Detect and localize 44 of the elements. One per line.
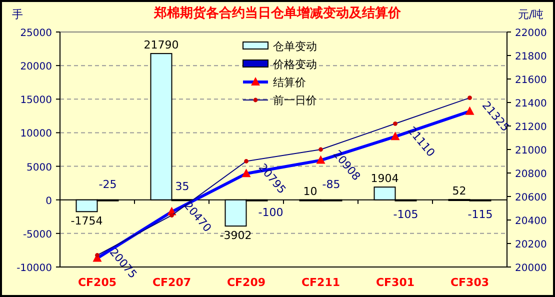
- legend-label: 仓单变动: [273, 40, 317, 53]
- data-label: -100: [258, 206, 284, 219]
- legend-label: 结算价: [273, 76, 306, 89]
- data-label: -85: [322, 178, 340, 191]
- y-axis-title: 手: [12, 8, 23, 21]
- x-tick-label: CF205: [78, 276, 117, 289]
- data-label: -1754: [70, 214, 103, 228]
- y2-tick-label: 20800: [515, 169, 547, 180]
- x-tick-label: CF209: [226, 276, 266, 289]
- y-tick-label: 15000: [20, 95, 52, 106]
- y2-tick-label: 20200: [515, 240, 547, 250]
- legend-label: 价格变动: [272, 58, 317, 71]
- data-label: 52: [452, 184, 466, 198]
- x-tick-label: CF207: [152, 276, 192, 289]
- y2-tick-label: 21200: [515, 122, 547, 133]
- y2-tick-label: 21000: [515, 146, 547, 156]
- data-label: 21790: [144, 38, 179, 52]
- x-tick-label: CF301: [376, 276, 415, 289]
- legend-label: 前一日价: [273, 94, 317, 107]
- y2-tick-label: 20000: [515, 263, 547, 274]
- y-tick-label: 25000: [20, 28, 52, 39]
- data-label: -115: [468, 208, 493, 221]
- y2-tick-label: 21400: [515, 98, 547, 110]
- y-tick-label: -5000: [22, 229, 52, 240]
- data-label: -105: [393, 208, 418, 221]
- data-label: -25: [98, 178, 117, 191]
- x-tick-label: CF211: [301, 276, 340, 289]
- y2-tick-label: 20400: [515, 216, 547, 227]
- x-tick-label: CF303: [450, 276, 490, 289]
- y-tick-label: -10000: [16, 263, 52, 274]
- y-tick-label: 20000: [20, 62, 52, 73]
- y2-tick-label: 21800: [515, 52, 547, 62]
- y2-tick-label: 22000: [515, 28, 547, 39]
- y2-axis-title: 元/吨: [518, 8, 544, 21]
- y2-tick-label: 21600: [515, 75, 547, 86]
- data-label: 35: [175, 180, 190, 193]
- data-label: 10: [303, 184, 318, 198]
- y2-tick-label: 20600: [515, 192, 547, 204]
- data-label: -3902: [220, 229, 252, 242]
- y-tick-label: 0: [46, 196, 52, 207]
- data-label: 1904: [370, 172, 399, 186]
- chart-title: 郑棉期货各合约当日仓单增减变动及结算价: [153, 5, 402, 21]
- y-tick-label: 10000: [20, 128, 52, 140]
- y-tick-label: 5000: [26, 162, 52, 174]
